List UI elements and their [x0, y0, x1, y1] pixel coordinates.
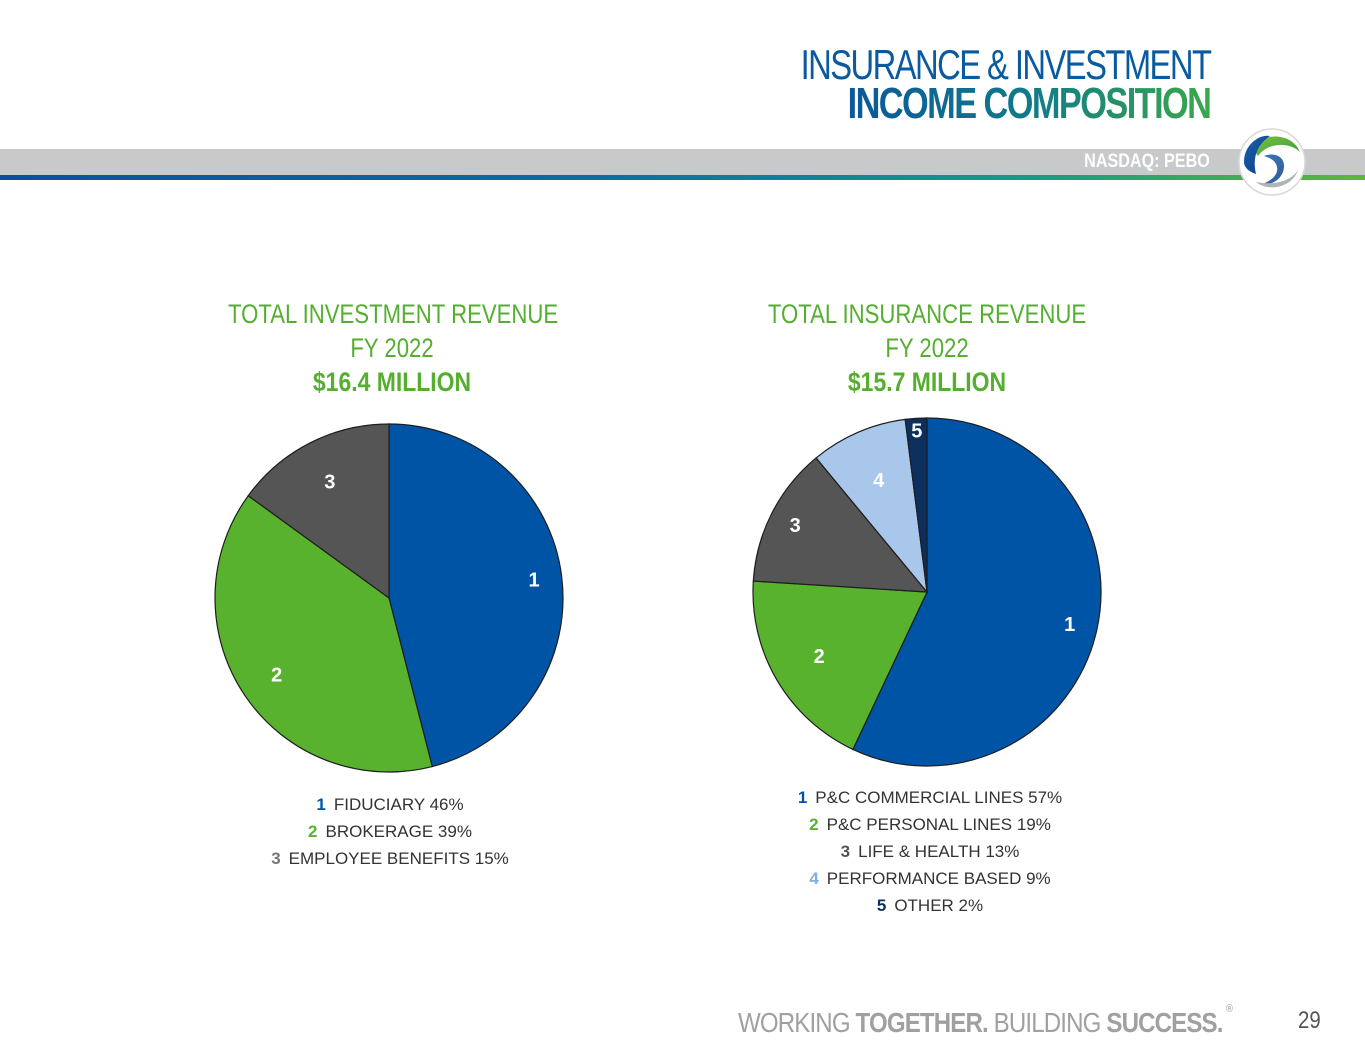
page-title: INSURANCE & INVESTMENT INCOME COMPOSITIO… [685, 41, 1211, 126]
insurance-legend-item-1: 1 P&C COMMERCIAL LINES 57% [797, 788, 1063, 807]
pie-slice-label-1: 1 [528, 570, 539, 592]
investment-chart-total: $16.4 MILLION [312, 367, 472, 397]
header-band [0, 149, 1365, 175]
footer-tagline: WORKING TOGETHER. BUILDING SUCCESS. ® [738, 1003, 1233, 1038]
insurance-legend-item-5: 5 OTHER 2% [876, 896, 984, 915]
pie-slice-label-3: 3 [790, 515, 801, 537]
pie-slice-label-3: 3 [324, 472, 335, 494]
insurance-chart-subtitle: FY 2022 [885, 333, 969, 363]
investment-legend-item-1: 1 FIDUCIARY 46% [316, 795, 464, 814]
pie-slice-2 [752, 580, 928, 751]
investment-chart-title: TOTAL INVESTMENT REVENUE [228, 299, 559, 329]
insurance-legend: 1 P&C COMMERCIAL LINES 57% 2 P&C PERSONAL … [730, 784, 1130, 919]
investment-legend-item-2: 2 BROKERAGE 39% [308, 822, 472, 841]
pie-slice-label-2: 2 [271, 664, 282, 686]
pie-slice-label-4: 4 [873, 470, 885, 492]
insurance-chart-total: $15.7 MILLION [847, 367, 1007, 397]
pie-slice-5 [904, 417, 928, 593]
insurance-legend-item-3: 3 LIFE & HEALTH 13% [840, 842, 1020, 861]
investment-chart-title-block: TOTAL INVESTMENT REVENUE FY 2022 $16.4 M… [192, 297, 592, 399]
pie-slice-4 [815, 418, 928, 594]
investment-chart-subtitle: FY 2022 [350, 333, 434, 363]
insurance-chart-title: TOTAL INSURANCE REVENUE [767, 299, 1087, 329]
insurance-chart-title-block: TOTAL INSURANCE REVENUE FY 2022 $15.7 MI… [727, 297, 1127, 399]
company-logo-icon [1238, 128, 1306, 196]
insurance-pie-chart: 1 2 3 4 5 [752, 417, 1102, 767]
insurance-legend-item-2: 2 P&C PERSONAL LINES 19% [809, 815, 1051, 834]
pie-slice-label-1: 1 [1064, 614, 1075, 636]
header-gradient-line [0, 175, 1365, 180]
insurance-legend-item-4: 4 PERFORMANCE BASED 9% [809, 869, 1051, 888]
pie-slice-label-5: 5 [911, 420, 922, 442]
pie-slice-1 [852, 417, 1102, 767]
page-number: 29 [1298, 1007, 1321, 1034]
pie-slice-1 [388, 423, 564, 768]
investment-legend-item-3: 3 EMPLOYEE BENEFITS 15% [271, 849, 509, 868]
pie-slice-3 [752, 457, 929, 593]
pie-slice-2 [214, 494, 434, 773]
investment-pie-chart: 1 2 3 [214, 423, 564, 773]
page-title-line2: INCOME COMPOSITION [800, 82, 1211, 126]
investment-legend: 1 FIDUCIARY 46% 2 BROKERAGE 39% 3 EMPLOYEE … [190, 791, 590, 872]
pie-slice-3 [247, 423, 390, 600]
pie-slice-label-2: 2 [814, 646, 825, 668]
page-title-line1: INSURANCE & INVESTMENT [800, 41, 1211, 88]
nasdaq-ticker: NASDAQ: PEBO [1084, 151, 1210, 172]
